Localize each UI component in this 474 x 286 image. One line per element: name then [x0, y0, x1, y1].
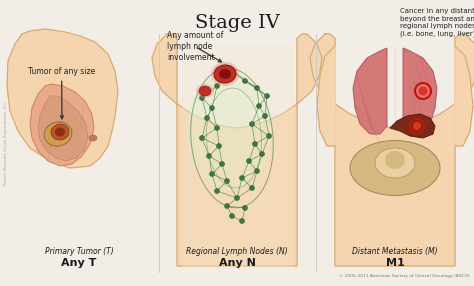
Text: Cancer in any distant site
beyond the breast and
regional lymph nodes
(i.e. bone: Cancer in any distant site beyond the br…	[400, 8, 474, 37]
Ellipse shape	[243, 206, 247, 210]
Ellipse shape	[204, 116, 210, 120]
Ellipse shape	[239, 176, 245, 180]
Ellipse shape	[210, 172, 215, 176]
Polygon shape	[38, 96, 88, 161]
Ellipse shape	[215, 188, 219, 194]
Ellipse shape	[419, 86, 428, 96]
Ellipse shape	[186, 71, 272, 191]
Text: Primary Tumor (T): Primary Tumor (T)	[45, 247, 113, 256]
Ellipse shape	[200, 136, 204, 140]
Ellipse shape	[215, 84, 219, 88]
Polygon shape	[30, 84, 94, 166]
Polygon shape	[7, 29, 118, 168]
Ellipse shape	[256, 104, 262, 108]
Ellipse shape	[89, 135, 97, 141]
Text: © 2005-2011 American Society of Clinical Oncology (ASCO): © 2005-2011 American Society of Clinical…	[339, 274, 470, 278]
Ellipse shape	[199, 86, 211, 96]
Text: Distant Metastasis (M): Distant Metastasis (M)	[352, 247, 438, 256]
Ellipse shape	[385, 151, 405, 169]
Ellipse shape	[219, 162, 225, 166]
Ellipse shape	[215, 126, 219, 130]
Ellipse shape	[225, 178, 229, 184]
Polygon shape	[403, 48, 437, 134]
Ellipse shape	[235, 196, 239, 200]
Ellipse shape	[211, 62, 239, 86]
Ellipse shape	[413, 122, 421, 130]
Text: Stage IV: Stage IV	[195, 14, 279, 32]
Text: M1: M1	[386, 258, 404, 268]
Text: Any N: Any N	[219, 258, 255, 268]
Ellipse shape	[214, 65, 236, 83]
Ellipse shape	[229, 214, 235, 219]
Ellipse shape	[243, 78, 247, 84]
Ellipse shape	[246, 158, 252, 164]
Ellipse shape	[266, 134, 272, 138]
Ellipse shape	[210, 106, 215, 110]
Polygon shape	[310, 34, 474, 266]
Ellipse shape	[196, 84, 214, 98]
Ellipse shape	[375, 148, 415, 178]
Ellipse shape	[253, 142, 257, 146]
Text: Robert Morreale Visual Explanations, LLC: Robert Morreale Visual Explanations, LLC	[4, 101, 8, 185]
Ellipse shape	[259, 152, 264, 156]
Ellipse shape	[263, 114, 267, 118]
Ellipse shape	[55, 128, 65, 136]
Ellipse shape	[207, 154, 211, 158]
Ellipse shape	[249, 186, 255, 190]
Ellipse shape	[350, 140, 440, 196]
Ellipse shape	[51, 124, 69, 140]
Text: Any T: Any T	[61, 258, 97, 268]
Text: Regional Lymph Nodes (N): Regional Lymph Nodes (N)	[186, 247, 288, 256]
Polygon shape	[152, 34, 322, 266]
Polygon shape	[317, 46, 335, 146]
Polygon shape	[390, 114, 435, 138]
Ellipse shape	[217, 144, 221, 148]
Ellipse shape	[229, 69, 235, 74]
Ellipse shape	[264, 94, 270, 98]
Ellipse shape	[44, 122, 72, 146]
Text: Any amount of
lymph node
involvement: Any amount of lymph node involvement	[167, 31, 223, 62]
Ellipse shape	[255, 86, 259, 90]
Text: Tumor of any size: Tumor of any size	[28, 67, 95, 119]
Polygon shape	[353, 48, 387, 134]
Polygon shape	[182, 46, 292, 266]
Ellipse shape	[225, 204, 229, 208]
Ellipse shape	[255, 168, 259, 174]
Ellipse shape	[200, 96, 204, 100]
Ellipse shape	[239, 219, 245, 223]
Ellipse shape	[219, 69, 231, 79]
Ellipse shape	[249, 122, 255, 126]
Polygon shape	[455, 46, 473, 146]
